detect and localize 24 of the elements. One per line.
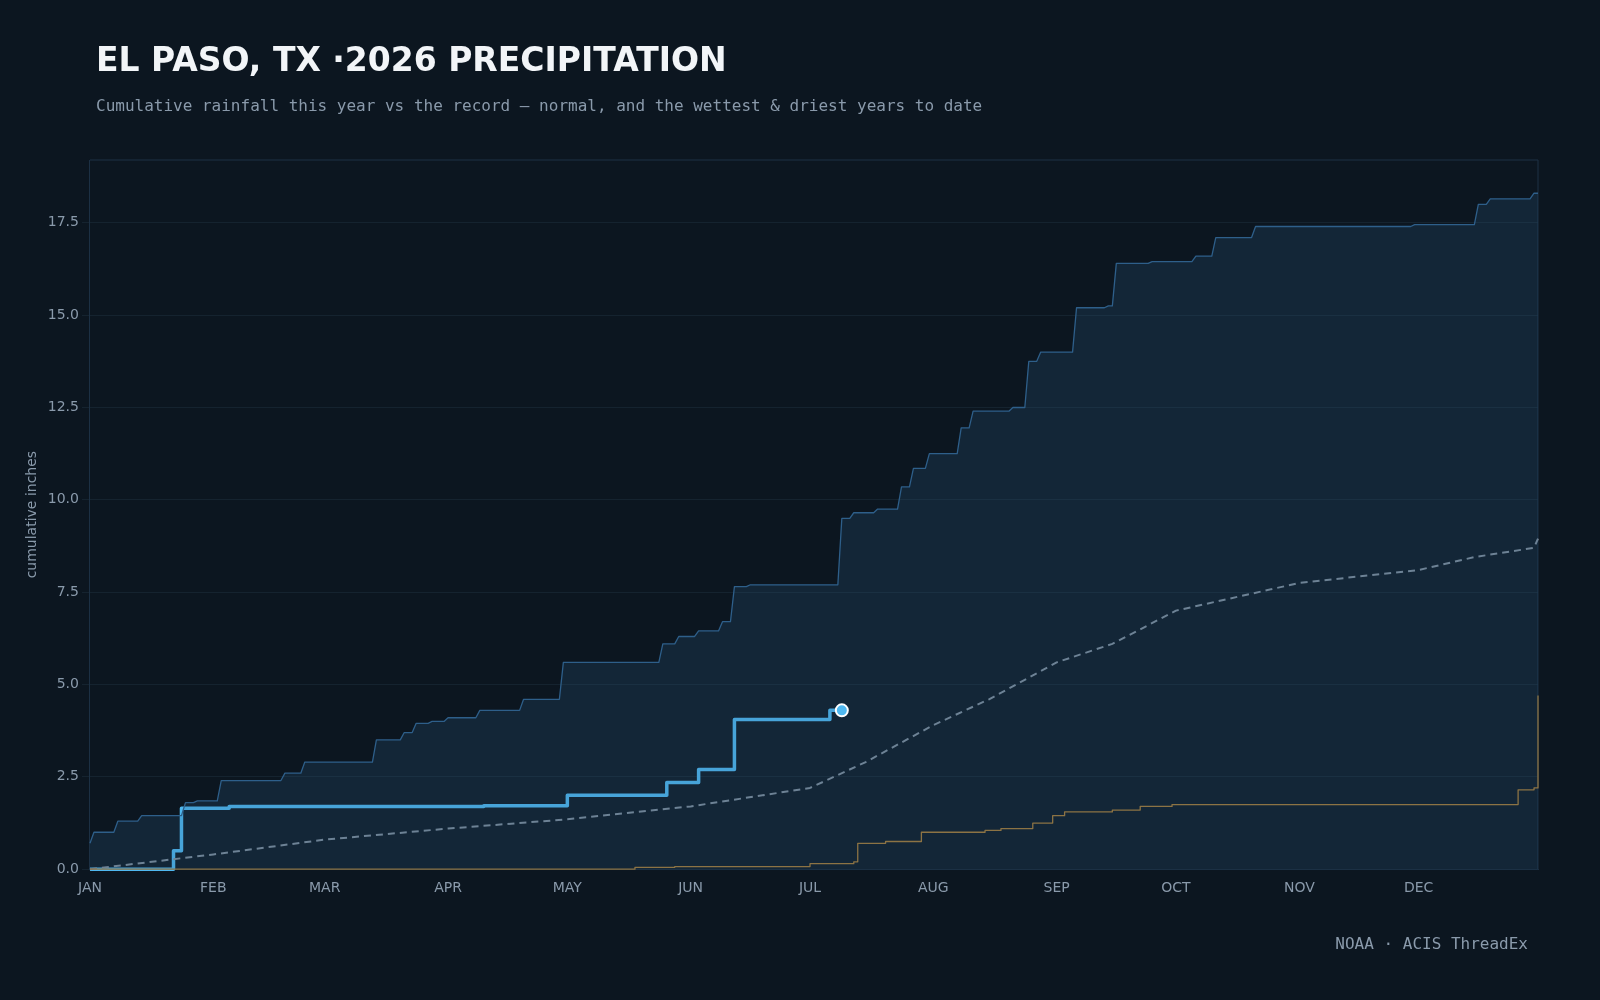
x-tick-label: JUL [797,879,822,896]
y-tick-label: 2.5 [56,767,79,784]
y-tick-label: 10.0 [47,490,79,507]
y-tick-label: 0.0 [56,859,79,876]
x-tick-label: NOV [1283,879,1316,896]
text: NOAA · ACIS ThreadEx [1335,934,1528,953]
x-tick-label: APR [434,879,463,896]
x-tick-label: JAN [77,879,102,896]
y-tick-label: 5.0 [56,675,79,692]
x-tick-label: MAR [308,879,341,896]
x-tick-label: DEC [1403,879,1434,896]
x-tick-label: SEP [1043,879,1070,896]
chart-title: EL PASO, TX ·2026 PRECIPITATION [96,40,727,79]
chart-subtitle: Cumulative rainfall this year vs the record — normal, and the wettest & driest years to date [96,96,983,115]
y-tick-label: 7.5 [56,582,79,599]
y-tick-label: 17.5 [47,213,79,230]
x-tick-label: OCT [1161,879,1192,896]
y-tick-label: 15.0 [47,305,79,322]
x-tick-label: FEB [200,879,227,896]
y-axis-title: cumulative inches [23,450,40,579]
x-tick-label: MAY [552,879,583,896]
y-tick-label: 12.5 [47,398,79,415]
x-tick-label: AUG [917,879,949,896]
x-tick-label: JUN [677,879,704,896]
